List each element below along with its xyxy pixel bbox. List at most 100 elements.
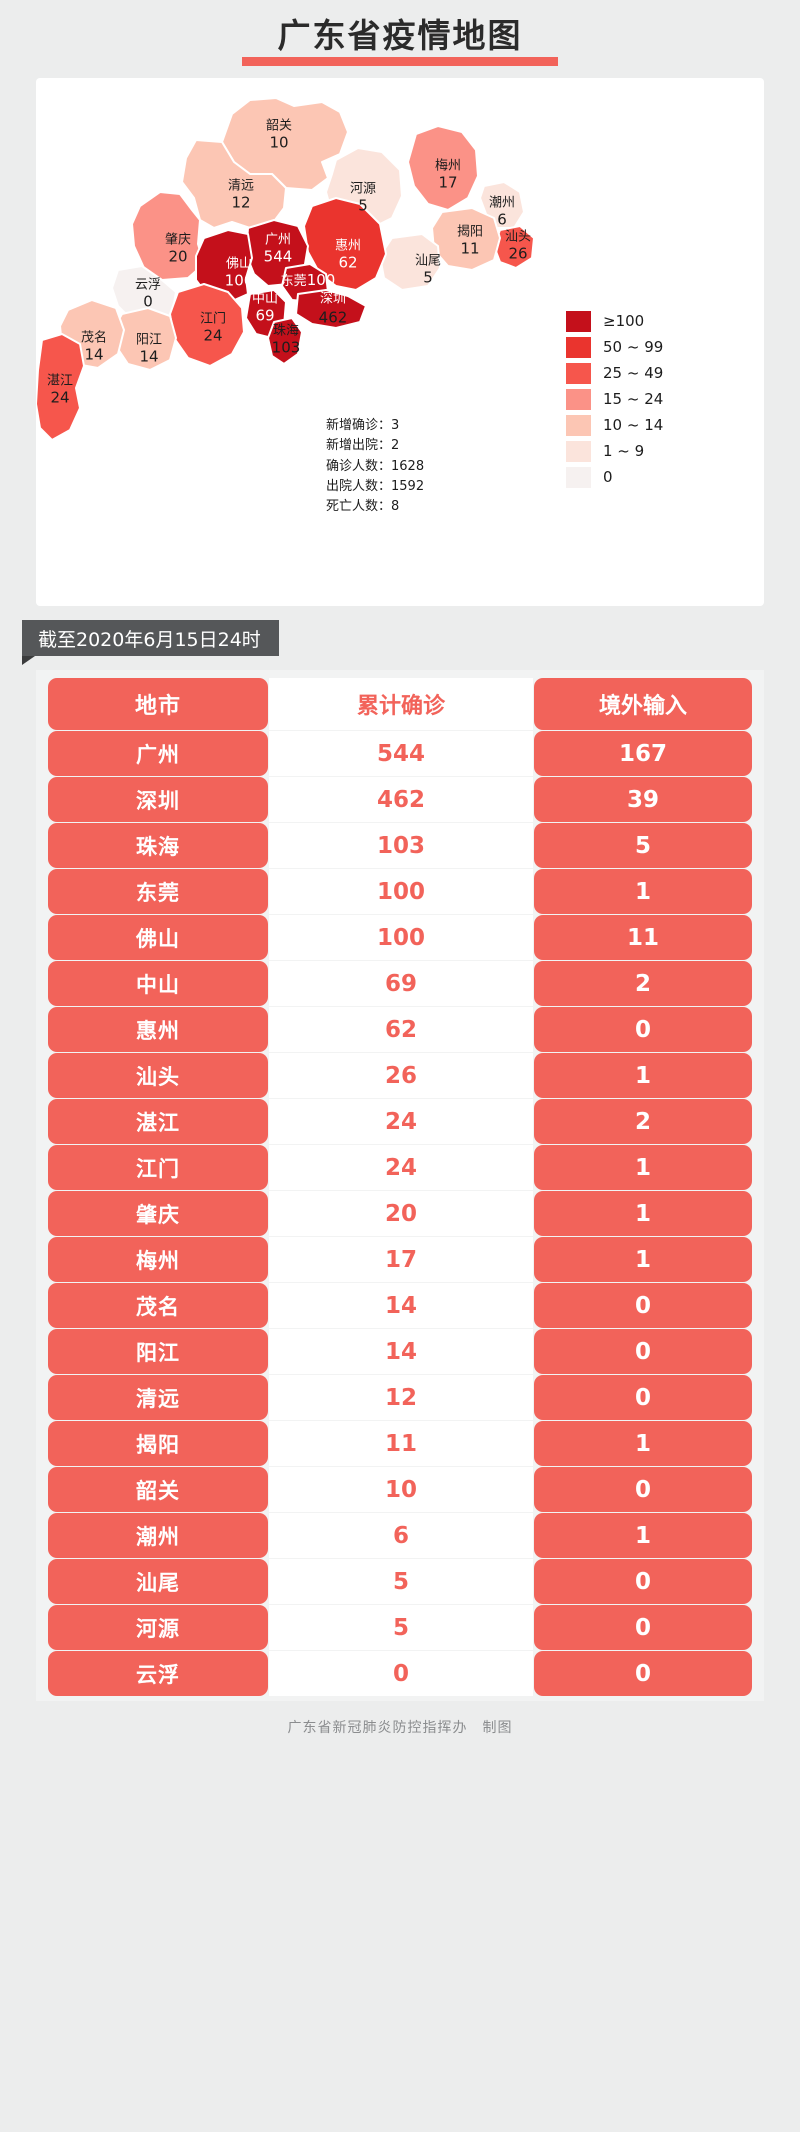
table-row[interactable]: 河源 5 0 [36, 1605, 764, 1651]
page-title-text: 广东省疫情地图 [277, 16, 523, 55]
legend-item: 10 ~ 14 [566, 412, 716, 438]
cell-city: 河源 [48, 1605, 268, 1651]
cell-city: 佛山 [48, 915, 268, 961]
region-foshan [195, 229, 253, 304]
cell-confirmed: 10 [269, 1467, 533, 1513]
legend-swatch-100-plus [566, 310, 591, 332]
cell-confirmed: 103 [269, 823, 533, 869]
region-jieyang [431, 207, 501, 272]
stat-new-confirmed: 新增确诊：3 [326, 418, 400, 434]
table-row[interactable]: 湛江 24 2 [36, 1099, 764, 1145]
cell-imported: 1 [534, 1145, 752, 1191]
cell-imported: 0 [534, 1375, 752, 1421]
cell-imported: 0 [534, 1007, 752, 1053]
cell-city: 汕尾 [48, 1559, 268, 1605]
column-header-imported: 境外输入 [534, 678, 752, 731]
table-row[interactable]: 中山 69 2 [36, 961, 764, 1007]
cell-imported: 1 [534, 1237, 752, 1283]
legend-item: 50 ~ 99 [566, 334, 716, 360]
cell-imported: 1 [534, 869, 752, 915]
region-shantou [493, 225, 535, 270]
table-row[interactable]: 肇庆 20 1 [36, 1191, 764, 1237]
cell-imported: 167 [534, 731, 752, 777]
cell-city: 东莞 [48, 869, 268, 915]
date-banner: 截至2020年6月15日24时 [0, 620, 800, 666]
cell-confirmed: 100 [269, 915, 533, 961]
legend-label: 50 ~ 99 [603, 338, 664, 357]
legend-swatch-50-99 [566, 336, 591, 358]
cell-imported: 1 [534, 1191, 752, 1237]
legend-item: 1 ~ 9 [566, 438, 716, 464]
legend-label: 25 ~ 49 [603, 364, 664, 383]
cell-confirmed: 462 [269, 777, 533, 823]
cell-imported: 0 [534, 1329, 752, 1375]
legend-label: 10 ~ 14 [603, 416, 664, 435]
stat-new-discharged: 新增出院：2 [326, 438, 400, 454]
cell-city: 梅州 [48, 1237, 268, 1283]
cell-confirmed: 14 [269, 1283, 533, 1329]
cell-confirmed: 20 [269, 1191, 533, 1237]
cell-city: 深圳 [48, 777, 268, 823]
cell-confirmed: 11 [269, 1421, 533, 1467]
title-underline [242, 57, 558, 67]
legend-swatch-1-9 [566, 440, 591, 462]
table-row[interactable]: 珠海 103 5 [36, 823, 764, 869]
cell-imported: 1 [534, 1513, 752, 1559]
table-row[interactable]: 东莞 100 1 [36, 869, 764, 915]
table-row[interactable]: 梅州 17 1 [36, 1237, 764, 1283]
cell-city: 揭阳 [48, 1421, 268, 1467]
cell-imported: 0 [534, 1283, 752, 1329]
region-zhanjiang [36, 333, 85, 442]
cell-city: 清远 [48, 1375, 268, 1421]
cell-confirmed: 17 [269, 1237, 533, 1283]
cell-city: 肇庆 [48, 1191, 268, 1237]
cell-confirmed: 14 [269, 1329, 533, 1375]
table-row[interactable]: 云浮 0 0 [36, 1651, 764, 1697]
table-row[interactable]: 茂名 14 0 [36, 1283, 764, 1329]
region-yangjiang [113, 307, 177, 372]
cell-confirmed: 24 [269, 1099, 533, 1145]
table-row[interactable]: 阳江 14 0 [36, 1329, 764, 1375]
table-row[interactable]: 深圳 462 39 [36, 777, 764, 823]
cell-city: 江门 [48, 1145, 268, 1191]
cell-imported: 2 [534, 1099, 752, 1145]
table-row[interactable]: 潮州 6 1 [36, 1513, 764, 1559]
cell-confirmed: 12 [269, 1375, 533, 1421]
cell-imported: 0 [534, 1559, 752, 1605]
table-row[interactable]: 广州 544 167 [36, 731, 764, 777]
region-meizhou [407, 125, 479, 212]
table-row[interactable]: 佛山 100 11 [36, 915, 764, 961]
cell-imported: 0 [534, 1605, 752, 1651]
cell-city: 惠州 [48, 1007, 268, 1053]
cell-confirmed: 62 [269, 1007, 533, 1053]
cell-city: 韶关 [48, 1467, 268, 1513]
table-row[interactable]: 汕头 26 1 [36, 1053, 764, 1099]
table-row[interactable]: 韶关 10 0 [36, 1467, 764, 1513]
legend-swatch-15-24 [566, 388, 591, 410]
region-jiangmen [169, 283, 245, 368]
region-zhuhai [267, 317, 303, 366]
table-header-row: 地市 累计确诊 境外输入 [36, 678, 764, 731]
cell-imported: 39 [534, 777, 752, 823]
cell-imported: 1 [534, 1053, 752, 1099]
table-row[interactable]: 清远 12 0 [36, 1375, 764, 1421]
cell-city: 中山 [48, 961, 268, 1007]
table-row[interactable]: 汕尾 5 0 [36, 1559, 764, 1605]
footer-credit: 广东省新冠肺炎防控指挥办 制图 [287, 1720, 513, 1737]
legend-item: 0 [566, 464, 716, 490]
cell-imported: 0 [534, 1467, 752, 1513]
legend-label: 0 [603, 468, 613, 487]
legend-label: 1 ~ 9 [603, 442, 645, 461]
table-row[interactable]: 惠州 62 0 [36, 1007, 764, 1053]
legend-item: 15 ~ 24 [566, 386, 716, 412]
table-row[interactable]: 江门 24 1 [36, 1145, 764, 1191]
legend-swatch-10-14 [566, 414, 591, 436]
legend-swatch-25-49 [566, 362, 591, 384]
legend-label: 15 ~ 24 [603, 390, 664, 409]
cell-city: 珠海 [48, 823, 268, 869]
stat-total-discharged: 出院人数：1592 [326, 478, 425, 494]
cell-confirmed: 0 [269, 1651, 533, 1697]
table-row[interactable]: 揭阳 11 1 [36, 1421, 764, 1467]
guangdong-choropleth-map [36, 97, 535, 442]
